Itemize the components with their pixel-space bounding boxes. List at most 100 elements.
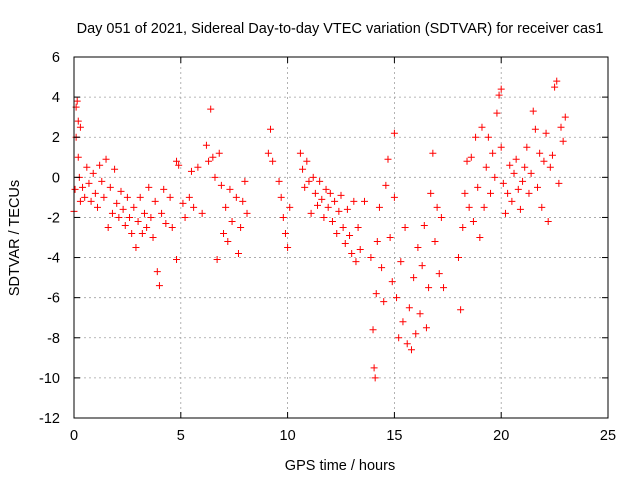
x-axis-ticks: 0 5 10 15 20 25 [70,57,616,444]
data-point-plus-marker [132,244,140,252]
data-point-plus-marker [390,129,398,137]
data-point-plus-marker [352,258,360,266]
data-point-plus-marker [305,177,313,185]
data-point-plus-marker [102,155,110,163]
data-point-plus-marker [79,183,87,191]
data-point-plus-marker [516,205,524,213]
data-point-plus-marker [220,229,228,237]
data-point-plus-marker [348,250,356,258]
data-point-plus-marker [96,161,104,169]
data-point-plus-marker [205,157,213,165]
data-point-plus-marker [380,298,388,306]
data-point-plus-marker [147,213,155,221]
data-point-plus-marker [425,284,433,292]
data-point-plus-marker [296,149,304,157]
data-point-plus-marker [316,177,324,185]
data-point-plus-marker [337,191,345,199]
data-point-plus-marker [301,183,309,191]
y-tick-label: -8 [47,331,60,347]
data-point-plus-marker [544,217,552,225]
data-point-plus-marker [153,268,161,276]
data-point-plus-marker [130,203,138,211]
data-point-plus-marker [508,197,516,205]
data-point-plus-marker [431,238,439,246]
data-point-plus-marker [228,217,236,225]
plot-frame [73,56,609,419]
data-point-plus-marker [335,207,343,215]
y-tick-label: -2 [47,210,60,226]
data-point-plus-marker [326,189,334,197]
y-tick-label: -6 [47,291,60,307]
data-point-plus-marker [234,250,242,258]
data-point-plus-marker [510,169,518,177]
data-point-plus-marker [461,189,469,197]
data-point-plus-marker [412,330,420,338]
y-tick-label: -10 [39,371,60,387]
data-point-plus-marker [553,77,561,85]
data-point-plus-marker [85,179,93,187]
grid-lines [74,57,608,418]
data-point-plus-marker [149,234,157,241]
x-tick-label: 15 [386,428,402,444]
data-point-plus-marker [117,187,125,195]
data-point-plus-marker [309,173,317,181]
data-point-plus-marker [465,203,473,211]
data-point-plus-marker [491,173,499,181]
y-tick-label: -12 [39,411,60,427]
data-point-plus-marker [138,229,146,237]
data-point-plus-marker [286,203,294,211]
data-point-plus-marker [275,177,283,185]
y-tick-label: -4 [47,251,60,267]
data-point-plus-marker [521,163,529,171]
data-point-plus-marker [89,169,97,177]
data-point-plus-marker [264,149,272,157]
data-point-plus-marker [390,193,398,201]
data-point-plus-marker [540,157,548,165]
data-point-plus-marker [354,223,362,231]
data-point-plus-marker [534,183,542,191]
data-point-plus-marker [281,229,289,237]
data-point-plus-marker [561,113,569,121]
data-point-plus-marker [416,310,424,318]
y-tick-label: 0 [52,170,60,186]
data-point-plus-marker [489,149,497,157]
data-point-plus-marker [241,177,249,185]
data-point-plus-marker [155,282,163,290]
data-point-plus-marker [98,177,106,185]
data-point-plus-marker [209,153,217,161]
data-point-plus-marker [548,151,556,159]
data-point-plus-marker [76,123,84,131]
x-tick-label: 25 [600,428,616,444]
data-point-plus-marker [437,213,445,221]
data-point-plus-marker [482,163,490,171]
data-point-plus-marker [121,221,129,229]
data-point-plus-marker [474,183,482,191]
data-point-plus-marker [158,209,166,217]
data-point-plus-marker [410,274,418,282]
data-point-plus-marker [504,189,512,197]
data-point-plus-marker [512,155,520,163]
data-point-plus-marker [386,234,394,241]
data-point-plus-marker [501,209,509,217]
data-point-plus-marker [211,173,219,181]
data-point-plus-marker [555,179,563,187]
data-point-plus-marker [126,213,134,221]
data-point-plus-marker [493,109,501,117]
data-point-plus-marker [179,199,187,207]
data-point-plus-marker [469,217,477,225]
data-points [70,77,569,382]
data-point-plus-marker [74,117,82,125]
data-point-plus-marker [557,123,565,131]
data-point-plus-marker [384,155,392,163]
data-point-plus-marker [198,209,206,217]
data-point-plus-marker [525,189,533,197]
data-point-plus-marker [467,153,475,161]
data-point-plus-marker [484,133,492,141]
data-point-plus-marker [87,197,95,205]
data-point-plus-marker [395,334,403,342]
data-point-plus-marker [76,197,84,205]
data-point-plus-marker [108,209,116,217]
data-point-plus-marker [346,231,354,239]
